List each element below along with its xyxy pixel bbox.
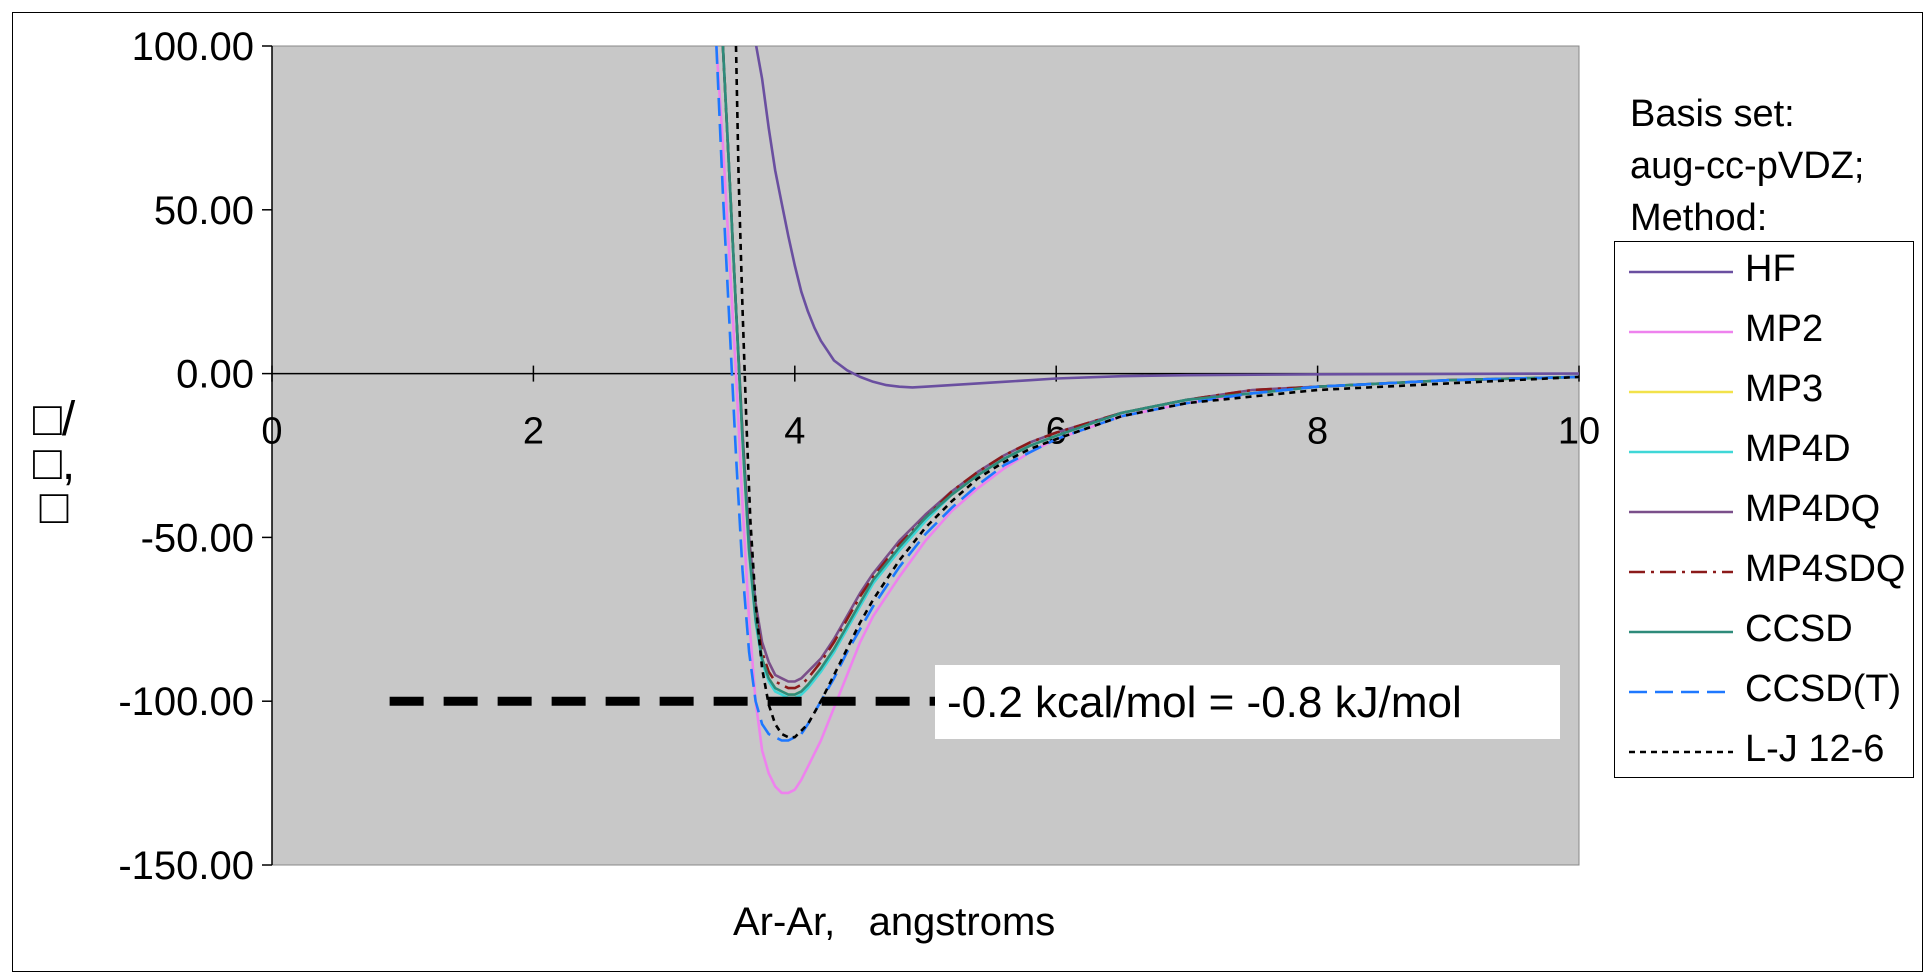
legend-label: MP4SDQ bbox=[1745, 548, 1906, 590]
legend-swatch bbox=[1629, 690, 1733, 694]
y-tick-label: -50.00 bbox=[141, 516, 254, 560]
legend-label: HF bbox=[1745, 248, 1796, 290]
legend-item: MP2 bbox=[1625, 306, 1905, 356]
legend-label: MP3 bbox=[1745, 368, 1824, 410]
y-axis-label-line2: □ bbox=[39, 481, 69, 534]
legend-swatch bbox=[1629, 270, 1733, 274]
legend-swatch bbox=[1629, 750, 1733, 754]
plot-area bbox=[271, 45, 1580, 866]
legend-label: MP4DQ bbox=[1745, 488, 1881, 530]
legend-swatch bbox=[1629, 630, 1733, 634]
legend: HF MP2 MP3 MP4D MP4DQ MP4SDQ CCSD CCSD(T) L-J 12… bbox=[1614, 241, 1914, 778]
y-axis-label-line1: □/□, bbox=[32, 393, 76, 490]
y-tick-label: 0.00 bbox=[176, 353, 254, 397]
legend-swatch bbox=[1629, 390, 1733, 394]
legend-item: CCSD(T) bbox=[1625, 666, 1905, 716]
legend-item: L-J 12-6 bbox=[1625, 726, 1905, 776]
x-tick-label: 8 bbox=[1307, 411, 1328, 453]
x-tick-label: 2 bbox=[523, 411, 544, 453]
legend-swatch bbox=[1629, 450, 1733, 454]
x-tick-label: 10 bbox=[1558, 411, 1600, 453]
legend-item: MP4DQ bbox=[1625, 486, 1905, 536]
y-tick-label: -100.00 bbox=[118, 680, 254, 724]
legend-item: MP4SDQ bbox=[1625, 546, 1905, 596]
y-tick-label: 100.00 bbox=[132, 25, 254, 69]
legend-header-line: aug-cc-pVDZ; bbox=[1630, 145, 1865, 187]
legend-label: MP4D bbox=[1745, 428, 1851, 470]
annotation-text: -0.2 kcal/mol = -0.8 kJ/mol bbox=[947, 678, 1462, 727]
legend-label: CCSD(T) bbox=[1745, 668, 1902, 710]
series-line-hf bbox=[754, 46, 1579, 389]
legend-label: CCSD bbox=[1745, 608, 1853, 650]
y-axis-label: □/□, □ bbox=[14, 393, 94, 534]
legend-swatch bbox=[1629, 510, 1733, 514]
legend-item: HF bbox=[1625, 246, 1905, 296]
x-tick-label: 4 bbox=[784, 411, 805, 453]
legend-label: L-J 12-6 bbox=[1745, 728, 1885, 770]
legend-swatch bbox=[1629, 330, 1733, 334]
legend-header-line: Basis set: bbox=[1630, 93, 1795, 135]
legend-swatch bbox=[1629, 570, 1733, 574]
legend-header: Basis set: aug-cc-pVDZ; Method: bbox=[1630, 88, 1864, 244]
legend-label: MP2 bbox=[1745, 308, 1824, 350]
legend-header-line: Method: bbox=[1630, 197, 1768, 239]
legend-item: MP4D bbox=[1625, 426, 1905, 476]
y-tick-label: -150.00 bbox=[118, 844, 254, 888]
series-line-l-j-12-6 bbox=[734, 46, 1579, 739]
annotation-box: -0.2 kcal/mol = -0.8 kJ/mol bbox=[935, 665, 1560, 739]
y-tick-label: 50.00 bbox=[154, 189, 254, 233]
legend-item: MP3 bbox=[1625, 366, 1905, 416]
x-tick-label: 0 bbox=[261, 411, 282, 453]
x-axis-title: Ar-Ar, angstroms bbox=[733, 900, 1056, 944]
legend-item: CCSD bbox=[1625, 606, 1905, 656]
series-line-ccsd bbox=[721, 46, 1579, 696]
